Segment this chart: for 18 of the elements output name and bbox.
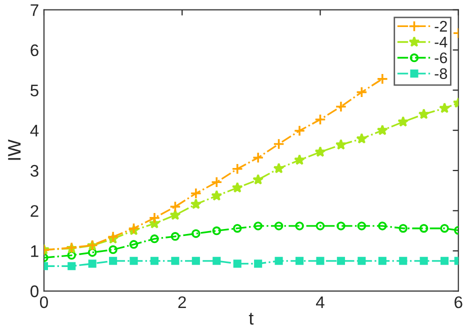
y-tick-label: 3 [30, 164, 38, 177]
x-axis-title: t [248, 312, 254, 325]
legend-label: -8 [434, 68, 448, 80]
y-tick-label: 0 [30, 285, 38, 298]
x-tick-label: 0 [40, 296, 48, 308]
legend-label: -6 [434, 52, 448, 64]
legend-label: -4 [434, 36, 448, 48]
y-tick-label: 7 [30, 4, 38, 16]
x-tick-label: 4 [316, 296, 324, 308]
y-tick-label: 1 [31, 245, 38, 257]
x-tick-label: 2 [178, 296, 186, 308]
y-tick-label: 4 [30, 124, 39, 136]
x-tick-label: 6 [454, 296, 462, 308]
y-tick-label: 5 [30, 84, 38, 96]
legend-label: -2 [434, 20, 447, 32]
y-axis-title: IW [8, 139, 21, 160]
y-tick-label: 6 [30, 44, 38, 56]
y-tick-label: 2 [30, 205, 38, 217]
